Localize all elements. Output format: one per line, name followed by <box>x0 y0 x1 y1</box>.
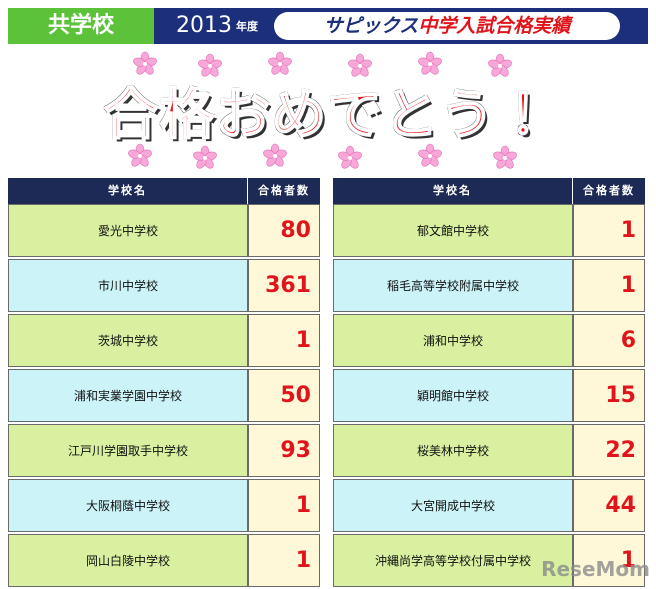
year-suffix: 年度 <box>236 20 258 33</box>
school-name: 岡山白陵中学校 <box>8 534 248 587</box>
pass-count: 6 <box>573 314 645 367</box>
pass-count: 361 <box>248 259 320 312</box>
pass-count: 93 <box>248 424 320 477</box>
school-name: 浦和実業学園中学校 <box>8 369 248 422</box>
watermark: ReseMom <box>541 557 650 581</box>
column-header: 学校名 <box>333 178 572 204</box>
pass-count: 1 <box>573 534 645 587</box>
year: 2013 <box>176 13 232 38</box>
pass-count: 80 <box>248 204 320 257</box>
school-name: 茨城中学校 <box>8 314 248 367</box>
pass-count: 1 <box>573 259 645 312</box>
school-name: 市川中学校 <box>8 259 248 312</box>
school-name: 大宮開成中学校 <box>333 479 573 532</box>
title-brand: サピックス <box>323 15 419 37</box>
school-name: 浦和中学校 <box>333 314 573 367</box>
school-name: 大阪桐蔭中学校 <box>8 479 248 532</box>
pass-count: 22 <box>573 424 645 477</box>
category-label: 共学校 <box>8 8 154 44</box>
school-name: 桜美林中学校 <box>333 424 573 477</box>
school-name: 穎明館中学校 <box>333 369 573 422</box>
pass-count: 1 <box>248 534 320 587</box>
title-rest: 中学入試合格実績 <box>418 15 571 37</box>
pass-count: 15 <box>573 369 645 422</box>
school-name: 稲毛高等学校附属中学校 <box>333 259 573 312</box>
school-name: 愛光中学校 <box>8 204 248 257</box>
school-name: 沖縄尚学高等学校付属中学校 <box>333 534 573 587</box>
pass-count: 44 <box>573 479 645 532</box>
column-header: 合格者数 <box>248 178 320 204</box>
pass-count: 1 <box>248 479 320 532</box>
school-name: 江戸川学園取手中学校 <box>8 424 248 477</box>
column-header: 学校名 <box>8 178 247 204</box>
table: 学校名 合格者数 愛光中学校 80 市川中学校 361 茨城中学校 1 浦和実業学園中学校 50 江… <box>8 178 320 589</box>
pass-count: 1 <box>248 314 320 367</box>
table: 学校名 合格者数 郁文館中学校 1 稲毛高等学校附属中学校 1 浦和中学校 6 穎明館中学校 15… <box>333 178 645 589</box>
pass-count: 50 <box>248 369 320 422</box>
school-name: 郁文館中学校 <box>333 204 573 257</box>
column-header: 合格者数 <box>573 178 645 204</box>
banner: 合格おめでとう！ <box>103 82 552 147</box>
pass-count: 1 <box>573 204 645 257</box>
header-title: サピックス中学入試合格実績 <box>274 12 620 40</box>
